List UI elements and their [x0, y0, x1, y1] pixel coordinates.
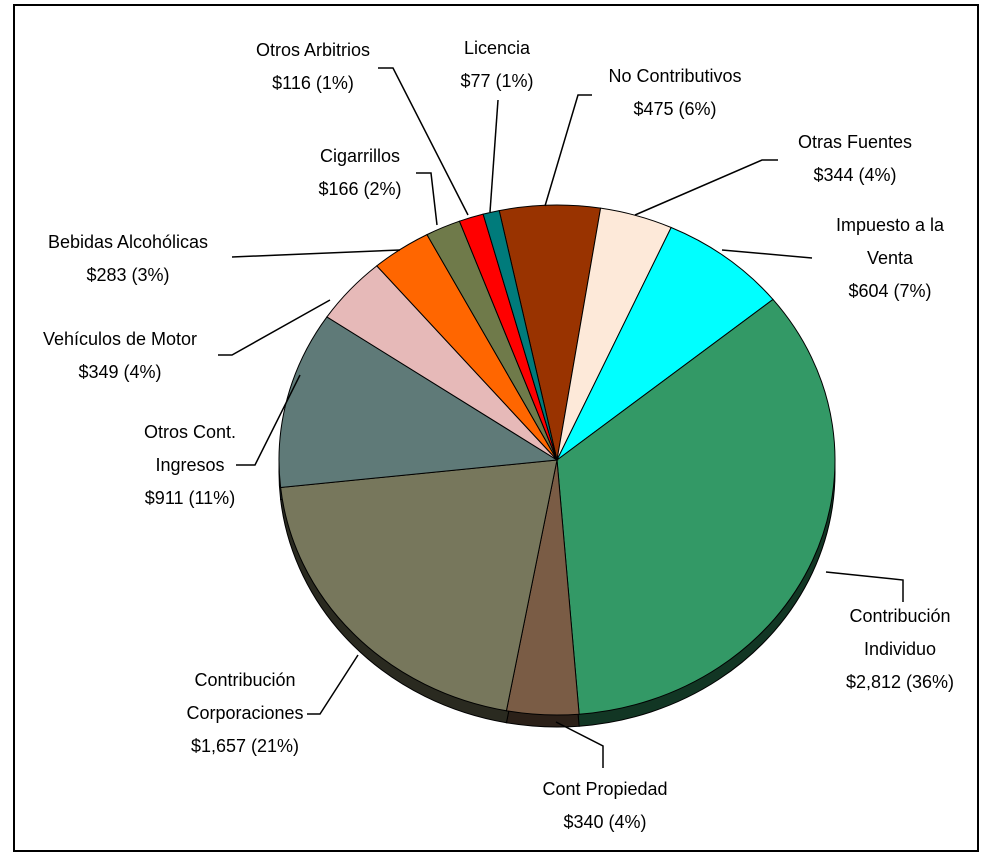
leader-line — [489, 99, 499, 213]
slice-label: Contribución — [849, 606, 950, 626]
leader-line — [825, 571, 904, 602]
leader-line — [307, 654, 359, 715]
leader-line — [544, 94, 592, 207]
slice-label: No Contributivos — [608, 66, 741, 86]
leader-line — [218, 299, 331, 356]
value-label: $604 (7%) — [848, 281, 931, 301]
value-label: $344 (4%) — [813, 165, 896, 185]
value-label: $77 (1%) — [460, 71, 533, 91]
slice-label: Impuesto a la — [836, 215, 945, 235]
slice — [556, 226, 774, 461]
value-label: $340 (4%) — [563, 812, 646, 832]
value-label: $116 (1%) — [272, 73, 354, 93]
leader-line — [378, 67, 469, 216]
slice-label: Contribución — [194, 670, 295, 690]
leader-line — [721, 249, 813, 259]
slice — [556, 298, 836, 715]
value-label: $283 (3%) — [86, 265, 169, 285]
slice-label: Licencia — [464, 38, 531, 58]
slice — [278, 316, 559, 488]
slice — [482, 209, 558, 461]
slice-label: Ingresos — [155, 455, 224, 475]
value-label: $911 (11%) — [145, 488, 235, 508]
value-label: $1,657 (21%) — [191, 736, 299, 756]
slice-label: Individuo — [864, 639, 936, 659]
value-label: $349 (4%) — [78, 362, 161, 382]
value-label: $2,812 (36%) — [846, 672, 954, 692]
leader-line — [231, 249, 401, 258]
value-label: $166 (2%) — [318, 179, 401, 199]
slice-label: Otros Cont. — [144, 422, 236, 442]
slice-label: Cigarrillos — [320, 146, 400, 166]
leader-line — [555, 721, 604, 768]
slice-label: Venta — [867, 248, 914, 268]
slice — [280, 459, 558, 712]
value-label: $475 (6%) — [633, 99, 716, 119]
slice-label: Corporaciones — [186, 703, 303, 723]
leader-line — [236, 374, 301, 466]
slice-label: Vehículos de Motor — [43, 329, 197, 349]
leader-line — [416, 172, 438, 226]
slice-label: Cont Propiedad — [542, 779, 667, 799]
slice-label: Otros Arbitrios — [256, 40, 370, 60]
leader-line — [634, 159, 778, 216]
slice-label: Otras Fuentes — [798, 132, 912, 152]
slice-label: Bebidas Alcohólicas — [48, 232, 208, 252]
